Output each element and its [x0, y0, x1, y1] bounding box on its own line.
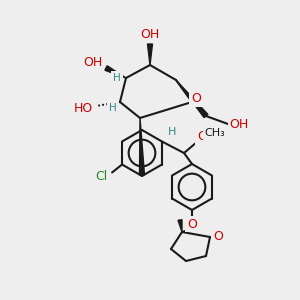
Text: O: O	[187, 218, 197, 230]
Polygon shape	[178, 220, 182, 232]
Text: CH₃: CH₃	[205, 128, 225, 138]
Polygon shape	[105, 66, 126, 78]
Polygon shape	[176, 80, 208, 118]
Text: H: H	[113, 73, 121, 83]
Text: O: O	[197, 130, 207, 143]
Polygon shape	[148, 44, 152, 65]
Text: O: O	[191, 92, 201, 106]
Text: OH: OH	[140, 28, 160, 41]
Polygon shape	[140, 118, 145, 175]
Text: H: H	[109, 103, 117, 113]
Text: OH: OH	[230, 118, 249, 130]
Text: OH: OH	[83, 56, 103, 70]
Text: Cl: Cl	[95, 170, 107, 183]
Text: H: H	[168, 127, 176, 137]
Text: HO: HO	[74, 101, 93, 115]
Text: O: O	[213, 230, 223, 244]
